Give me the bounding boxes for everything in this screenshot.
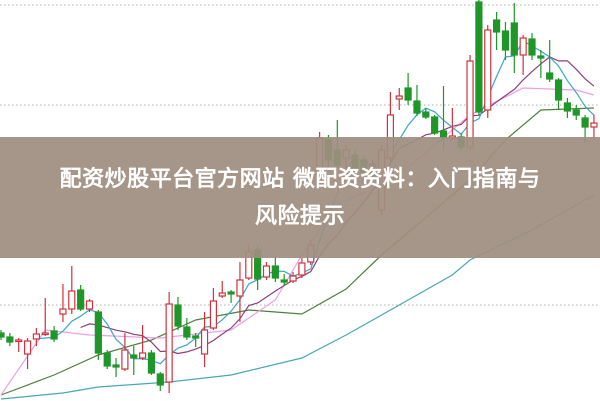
candle-down [475,1,483,113]
candle-up [59,308,67,315]
candle-down [77,289,85,310]
candle-up [289,275,297,282]
candle-down [130,354,138,359]
candle-down [112,364,120,368]
candle-down [156,373,164,386]
candle-up [262,265,271,278]
candle-up [484,29,492,111]
candle-up [23,340,32,355]
candle-down [501,30,510,51]
candle-down [537,55,545,59]
candle-up [236,279,244,297]
candle-down [103,352,111,367]
candle-down [183,326,191,338]
candle-down [510,22,518,56]
candle-down [50,330,58,340]
title-banner: 配资炒股平台官方网站 微配资资料：入门指南与 风险提示 [0,137,600,258]
candle-down [493,19,501,33]
candle-up [139,352,147,359]
candle-up [209,300,217,329]
candle-down [422,111,430,118]
candle-down [6,336,14,343]
banner-title-line-2: 风险提示 [254,203,345,229]
candle-up [298,262,306,276]
candle-up [395,95,403,100]
candle-up [41,332,49,336]
candle-down [546,72,554,80]
candle-down [413,100,421,114]
candle-down [192,335,200,339]
candle-down [581,117,589,128]
candle-up [15,339,23,343]
candle-up [68,290,76,310]
candle-down [94,311,102,354]
candle-up [32,333,41,340]
candle-down [431,116,439,134]
candle-up [218,292,226,297]
candle-down [563,102,572,112]
candle-up [590,122,598,128]
candle-down [147,352,156,374]
candle-up [85,300,94,310]
candle-down [0,332,5,338]
candle-down [404,87,412,101]
candle-down [271,265,279,279]
banner-title-line-1: 配资炒股平台官方网站 微配资资料：入门指南与 [59,166,541,192]
candle-down [174,304,182,327]
candle-up [200,329,209,355]
candle-down [227,291,235,295]
candle-down [554,79,563,101]
candle-up [121,349,129,370]
candle-up [165,303,173,383]
candle-up [466,60,474,148]
candle-up [519,37,527,56]
candle-down [280,279,288,283]
candle-down [572,109,580,116]
candle-down [528,38,536,56]
